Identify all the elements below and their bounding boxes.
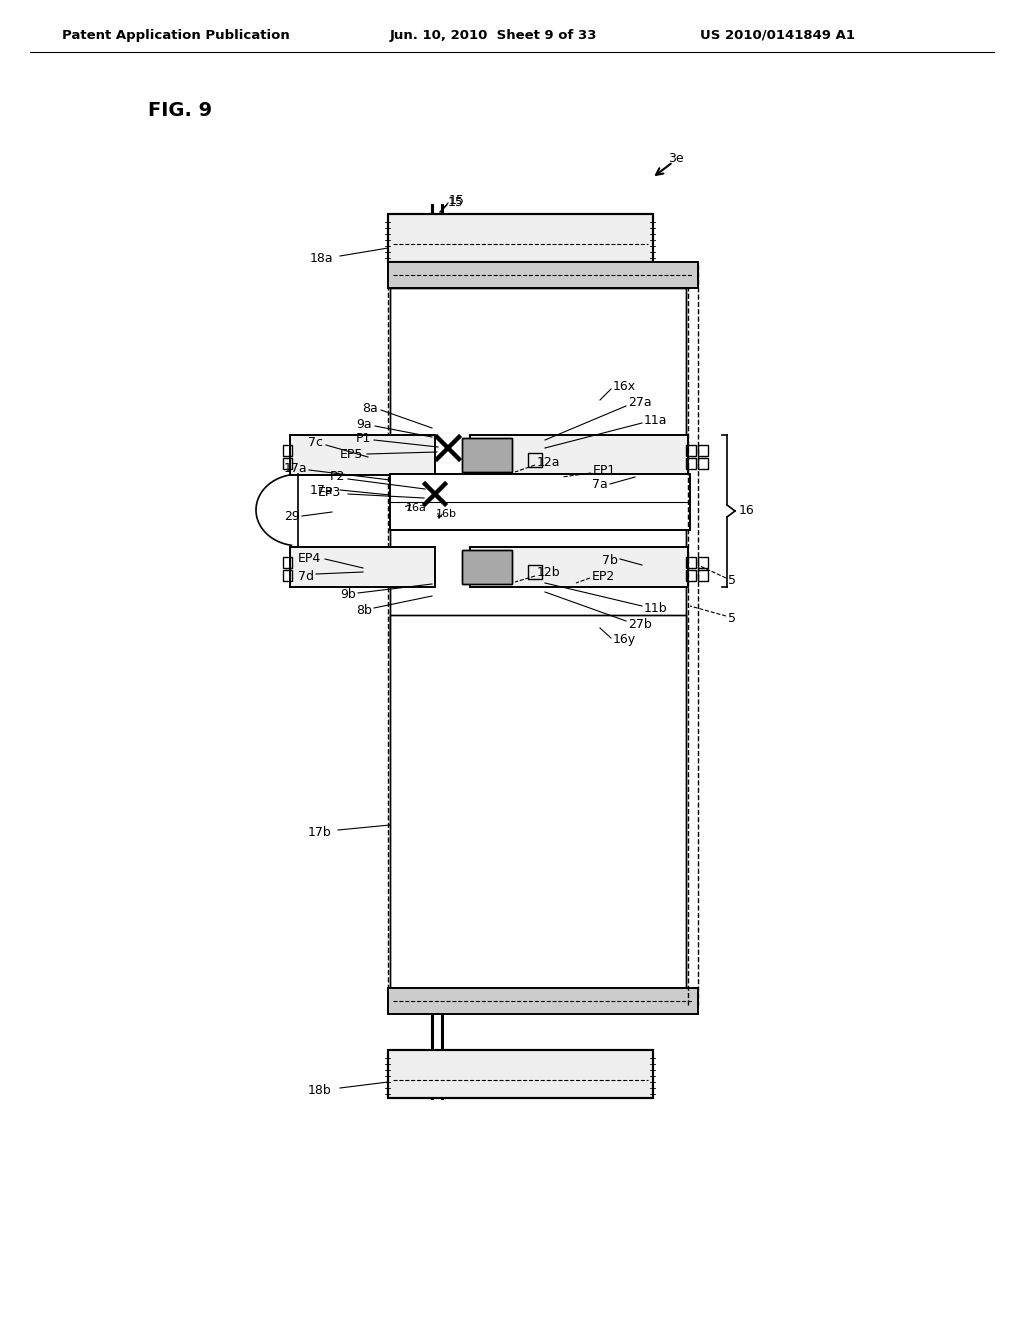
Text: 16y: 16y (613, 634, 636, 647)
Bar (686, 570, 696, 581)
Bar (390, 474, 690, 531)
Bar (698, 458, 708, 469)
Text: 15: 15 (449, 195, 464, 209)
Text: 27a: 27a (628, 396, 651, 409)
Text: 9a: 9a (356, 417, 372, 430)
Text: EP3: EP3 (318, 486, 341, 499)
Bar (290, 546, 435, 587)
Text: 12b: 12b (537, 566, 560, 579)
Bar (290, 546, 435, 587)
Text: Jun. 10, 2010  Sheet 9 of 33: Jun. 10, 2010 Sheet 9 of 33 (390, 29, 597, 41)
Bar (528, 453, 542, 467)
Text: FIG. 9: FIG. 9 (148, 100, 212, 120)
Text: 11b: 11b (644, 602, 668, 615)
Bar (462, 438, 512, 473)
Bar (686, 557, 696, 568)
Bar (283, 570, 292, 581)
Bar (390, 615, 686, 990)
Bar (388, 987, 698, 1014)
Text: 9b: 9b (340, 587, 355, 601)
Bar (390, 288, 686, 649)
Bar (698, 445, 708, 455)
Bar (470, 546, 688, 587)
Text: 16a: 16a (406, 503, 427, 513)
Bar (686, 458, 696, 469)
Text: 11a: 11a (644, 413, 668, 426)
Text: 29: 29 (284, 510, 300, 523)
Text: 5: 5 (728, 611, 736, 624)
Bar (528, 565, 542, 579)
Bar (686, 445, 696, 455)
Bar (283, 557, 292, 568)
Text: 8b: 8b (356, 603, 372, 616)
Bar (470, 546, 688, 587)
Bar (462, 550, 512, 583)
Bar (462, 438, 512, 473)
Text: 17b: 17b (308, 825, 332, 838)
Bar (388, 261, 698, 288)
Text: 15: 15 (449, 194, 465, 206)
Text: 5: 5 (728, 573, 736, 586)
Text: 18b: 18b (308, 1084, 332, 1097)
Text: 27b: 27b (628, 618, 651, 631)
Bar (698, 557, 708, 568)
Text: EP4: EP4 (298, 552, 322, 565)
Bar (390, 615, 686, 990)
Text: 17a: 17a (310, 483, 334, 496)
Text: EP2: EP2 (592, 569, 615, 582)
Text: P1: P1 (356, 433, 372, 446)
Text: P2: P2 (330, 470, 345, 483)
Text: 8a: 8a (362, 401, 378, 414)
Bar (283, 458, 292, 469)
Bar (388, 263, 698, 1005)
Bar (388, 214, 653, 261)
Text: EP1: EP1 (593, 463, 616, 477)
Bar (698, 570, 708, 581)
Bar (388, 261, 698, 288)
Bar (388, 1049, 653, 1098)
Bar (290, 436, 435, 475)
Text: 16: 16 (739, 504, 755, 517)
Text: 7a: 7a (592, 479, 608, 491)
Text: Patent Application Publication: Patent Application Publication (62, 29, 290, 41)
Bar (462, 550, 512, 583)
Text: 12a: 12a (537, 455, 560, 469)
Text: 16x: 16x (613, 380, 636, 392)
Bar (470, 436, 688, 475)
Bar (290, 436, 435, 475)
Bar (388, 987, 698, 1014)
Bar (388, 214, 653, 261)
Bar (470, 436, 688, 475)
Text: 7d: 7d (298, 569, 314, 582)
Bar (388, 1049, 653, 1098)
Bar (390, 474, 690, 531)
Text: US 2010/0141849 A1: US 2010/0141849 A1 (700, 29, 855, 41)
Bar (390, 288, 686, 649)
Text: 16b: 16b (436, 510, 457, 519)
Text: 7c: 7c (308, 436, 323, 449)
Text: EP5: EP5 (340, 447, 364, 461)
Text: 17a: 17a (284, 462, 307, 474)
Bar (283, 445, 292, 455)
Text: 7b: 7b (602, 553, 617, 566)
Text: 3e: 3e (668, 152, 684, 165)
Text: 18a: 18a (310, 252, 334, 264)
